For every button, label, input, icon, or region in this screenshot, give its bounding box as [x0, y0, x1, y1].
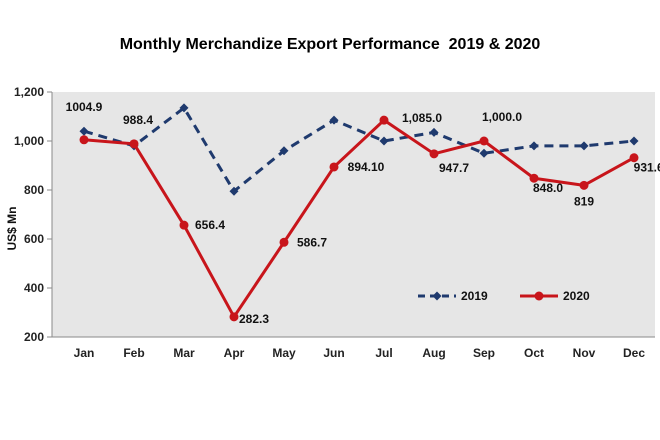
- data-point-2020: [429, 149, 439, 159]
- x-tick-label: Dec: [623, 346, 645, 360]
- x-tick-label: Aug: [422, 346, 445, 360]
- data-point-2020: [79, 135, 89, 145]
- y-tick-label: 400: [24, 281, 44, 295]
- data-point-2019: [79, 126, 89, 136]
- data-point-2020: [529, 173, 539, 183]
- data-point-2019: [529, 141, 539, 151]
- data-point-2020: [229, 312, 239, 322]
- x-tick-label: Mar: [173, 346, 195, 360]
- data-point-2020: [629, 153, 639, 163]
- y-tick-label: 1,000: [14, 134, 44, 148]
- data-label-2020: 656.4: [195, 218, 225, 232]
- data-label-2019: 1004.9: [66, 100, 103, 114]
- series-line-2020: [83, 118, 635, 319]
- y-tick-label: 200: [24, 330, 44, 344]
- data-point-2019: [279, 146, 289, 156]
- data-label-2020: 819: [574, 194, 594, 208]
- data-point-2020: [329, 162, 339, 172]
- y-tick-label: 1,200: [14, 85, 44, 99]
- x-tick-label: Apr: [224, 346, 245, 360]
- x-tick-label: Jun: [323, 346, 344, 360]
- data-label-2020: 894.10: [348, 160, 385, 174]
- data-point-2019: [479, 148, 489, 158]
- data-label-2019: 988.4: [123, 113, 153, 127]
- x-tick-label: Jul: [375, 346, 392, 360]
- data-point-2019: [579, 141, 589, 151]
- y-tick-label: 800: [24, 183, 44, 197]
- data-point-2020: [579, 180, 589, 190]
- chart-title: Monthly Merchandize Export Performance 2…: [119, 36, 541, 53]
- x-tick-label: Jan: [74, 346, 95, 360]
- y-axis-title: US$ Mn: [5, 206, 19, 250]
- data-point-2020: [479, 136, 489, 146]
- x-tick-label: Oct: [524, 346, 544, 360]
- series-line-2019: [83, 106, 635, 193]
- data-point-2019: [179, 103, 189, 113]
- legend-label-2019: 2019: [461, 289, 488, 303]
- data-label-2020: 586.7: [297, 235, 327, 249]
- data-point-2019: [229, 186, 239, 196]
- data-point-2019: [429, 127, 439, 137]
- x-tick-label: Feb: [123, 346, 144, 360]
- data-point-2020: [179, 220, 189, 230]
- y-tick-label: 600: [24, 232, 44, 246]
- x-tick-label: Nov: [573, 346, 596, 360]
- legend-label-2020: 2020: [563, 289, 590, 303]
- legend-marker-2019: [432, 291, 442, 301]
- x-tick-label: May: [272, 346, 296, 360]
- data-label-2020: 947.7: [439, 161, 469, 175]
- data-point-2020: [129, 139, 139, 149]
- data-point-2019: [379, 136, 389, 146]
- data-point-2020: [279, 237, 289, 247]
- data-point-2019: [329, 115, 339, 125]
- data-label-2020: 848.0: [533, 181, 563, 195]
- data-label-2020: 931.65: [634, 161, 660, 175]
- legend-marker-2020: [534, 291, 544, 301]
- data-label-2020: 1,000.0: [482, 110, 522, 124]
- data-point-2020: [379, 115, 389, 125]
- data-label-2020: 1,085.0: [402, 111, 442, 125]
- x-tick-label: Sep: [473, 346, 495, 360]
- data-label-2020: 282.3: [239, 312, 269, 326]
- data-point-2019: [629, 136, 639, 146]
